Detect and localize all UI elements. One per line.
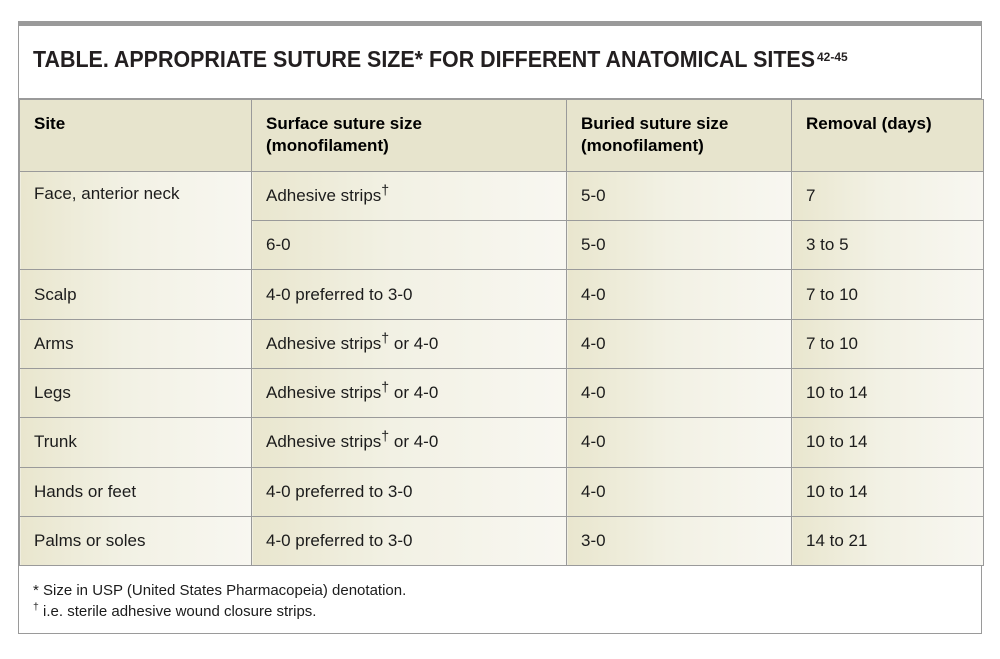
svg-text:42-45: 42-45 (817, 50, 848, 64)
svg-text:TABLE. APPROPRIATE SUTURE SIZE: TABLE. APPROPRIATE SUTURE SIZE* FOR DIFF… (33, 46, 815, 72)
